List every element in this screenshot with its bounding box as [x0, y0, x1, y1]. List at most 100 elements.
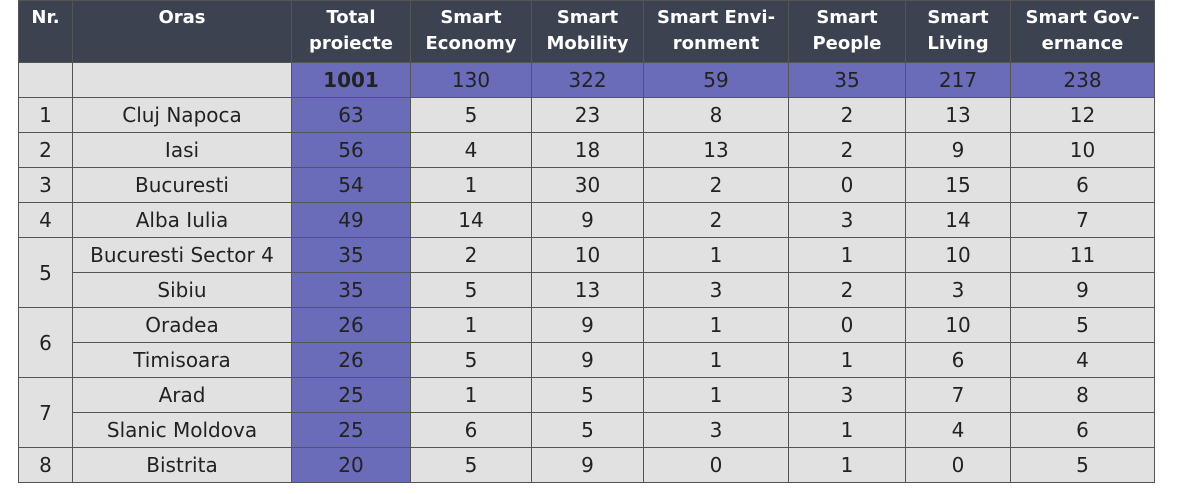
- city-cell: Iasi: [72, 132, 292, 168]
- total-cell: 35: [788, 62, 906, 98]
- header-line: proiecte: [309, 33, 393, 54]
- value-cell: 0: [788, 167, 906, 203]
- header-row: Nr. Oras Total proiecte Smart Economy Smart Mob…: [18, 0, 1155, 63]
- header-line: Nr.: [31, 7, 60, 28]
- value-cell: 1: [410, 307, 532, 343]
- value-cell: 12: [1010, 97, 1155, 133]
- city-cell: Arad: [72, 377, 292, 413]
- rank-cell: 8: [18, 447, 73, 483]
- header-line: Mobility: [546, 33, 629, 54]
- value-cell: 23: [531, 97, 644, 133]
- value-cell: 2: [788, 272, 906, 308]
- value-cell: 35: [291, 272, 411, 308]
- value-cell: 3: [643, 272, 789, 308]
- city-cell: Alba Iulia: [72, 202, 292, 238]
- value-cell: 5: [531, 377, 644, 413]
- value-cell: 7: [905, 377, 1011, 413]
- value-cell: 14: [410, 202, 532, 238]
- value-cell: 1: [788, 237, 906, 273]
- rank-cell: 5: [18, 237, 73, 308]
- column-header: Smart People: [788, 0, 906, 63]
- value-cell: 10: [531, 237, 644, 273]
- value-cell: 7: [1010, 202, 1155, 238]
- value-cell: 4: [905, 412, 1011, 448]
- value-cell: 25: [291, 412, 411, 448]
- header-line: Smart: [556, 7, 619, 28]
- value-cell: 26: [291, 307, 411, 343]
- total-cell: 217: [905, 62, 1011, 98]
- value-cell: 4: [410, 132, 532, 168]
- value-cell: 30: [531, 167, 644, 203]
- table-body: 1001 130 322 59 35 217 238 1 Cluj Napoca 63 5 23 8 2 1…: [18, 62, 1155, 483]
- value-cell: 1: [643, 342, 789, 378]
- city-cell: Timisoara: [72, 342, 292, 378]
- value-cell: 1: [788, 412, 906, 448]
- value-cell: 3: [643, 412, 789, 448]
- value-cell: 15: [905, 167, 1011, 203]
- rank-cell: 3: [18, 167, 73, 203]
- header-line: Smart: [816, 7, 878, 28]
- value-cell: 25: [291, 377, 411, 413]
- value-cell: 2: [643, 167, 789, 203]
- value-cell: 1: [410, 167, 532, 203]
- value-cell: 1: [410, 377, 532, 413]
- header-line: ronment: [672, 33, 760, 54]
- header-line: Smart: [440, 7, 502, 28]
- data-row: Sibiu 35 5 13 3 2 3 9: [19, 272, 1155, 308]
- value-cell: 2: [788, 97, 906, 133]
- value-cell: 35: [291, 237, 411, 273]
- data-row: 2 Iasi 56 4 18 13 2 9 10: [18, 132, 1155, 168]
- value-cell: 1: [643, 307, 789, 343]
- total-cell: 322: [531, 62, 644, 98]
- header-line: Living: [927, 33, 989, 54]
- value-cell: 13: [905, 97, 1011, 133]
- value-cell: 5: [410, 447, 532, 483]
- data-row: Timisoara 26 5 9 1 1 6 4: [19, 342, 1155, 378]
- column-header: Smart Economy: [410, 0, 532, 63]
- city-cell: Bucuresti Sector 4: [72, 237, 292, 273]
- value-cell: 49: [291, 202, 411, 238]
- header-line: Smart Envi-: [656, 7, 776, 28]
- header-line: Economy: [425, 33, 517, 54]
- value-cell: 6: [1010, 167, 1155, 203]
- value-cell: 1: [788, 342, 906, 378]
- value-cell: 8: [1010, 377, 1155, 413]
- header-line: ernance: [1041, 33, 1124, 54]
- rank-cell: 2: [18, 132, 73, 168]
- projects-table: Nr. Oras Total proiecte Smart Economy Smart Mob…: [18, 0, 1155, 483]
- column-header: Total proiecte: [291, 0, 411, 63]
- city-cell: Oradea: [72, 307, 292, 343]
- city-cell: Bucuresti: [72, 167, 292, 203]
- value-cell: 13: [531, 272, 644, 308]
- total-cell: 130: [410, 62, 532, 98]
- value-cell: 2: [788, 132, 906, 168]
- value-cell: 0: [788, 307, 906, 343]
- rank-cell: 1: [18, 97, 73, 133]
- value-cell: 5: [410, 342, 532, 378]
- value-cell: 9: [531, 202, 644, 238]
- value-cell: 18: [531, 132, 644, 168]
- table-head: Nr. Oras Total proiecte Smart Economy Smart Mob…: [18, 0, 1155, 63]
- data-row: 8 Bistrita 20 5 9 0 1 0 5: [18, 447, 1155, 483]
- value-cell: 14: [905, 202, 1011, 238]
- value-cell: 8: [643, 97, 789, 133]
- value-cell: 6: [1010, 412, 1155, 448]
- value-cell: 9: [531, 447, 644, 483]
- value-cell: 5: [1010, 307, 1155, 343]
- data-row: 1 Cluj Napoca 63 5 23 8 2 13 12: [18, 97, 1155, 133]
- value-cell: 6: [410, 412, 532, 448]
- value-cell: 10: [905, 237, 1011, 273]
- city-cell: Slanic Moldova: [72, 412, 292, 448]
- value-cell: 56: [291, 132, 411, 168]
- value-cell: 1: [643, 237, 789, 273]
- data-row: 5 Bucuresti Sector 4 35 2 10 1 1 10 11: [18, 237, 1155, 308]
- total-cell: 1001: [291, 62, 411, 98]
- value-cell: 2: [643, 202, 789, 238]
- header-line: Smart Gov-: [1025, 7, 1140, 28]
- data-row: 3 Bucuresti 54 1 30 2 0 15 6: [18, 167, 1155, 203]
- data-row: 7 Arad 25 1 5 1 3 7 8: [18, 377, 1155, 448]
- value-cell: 3: [788, 377, 906, 413]
- value-cell: 20: [291, 447, 411, 483]
- rank-cell: 4: [18, 202, 73, 238]
